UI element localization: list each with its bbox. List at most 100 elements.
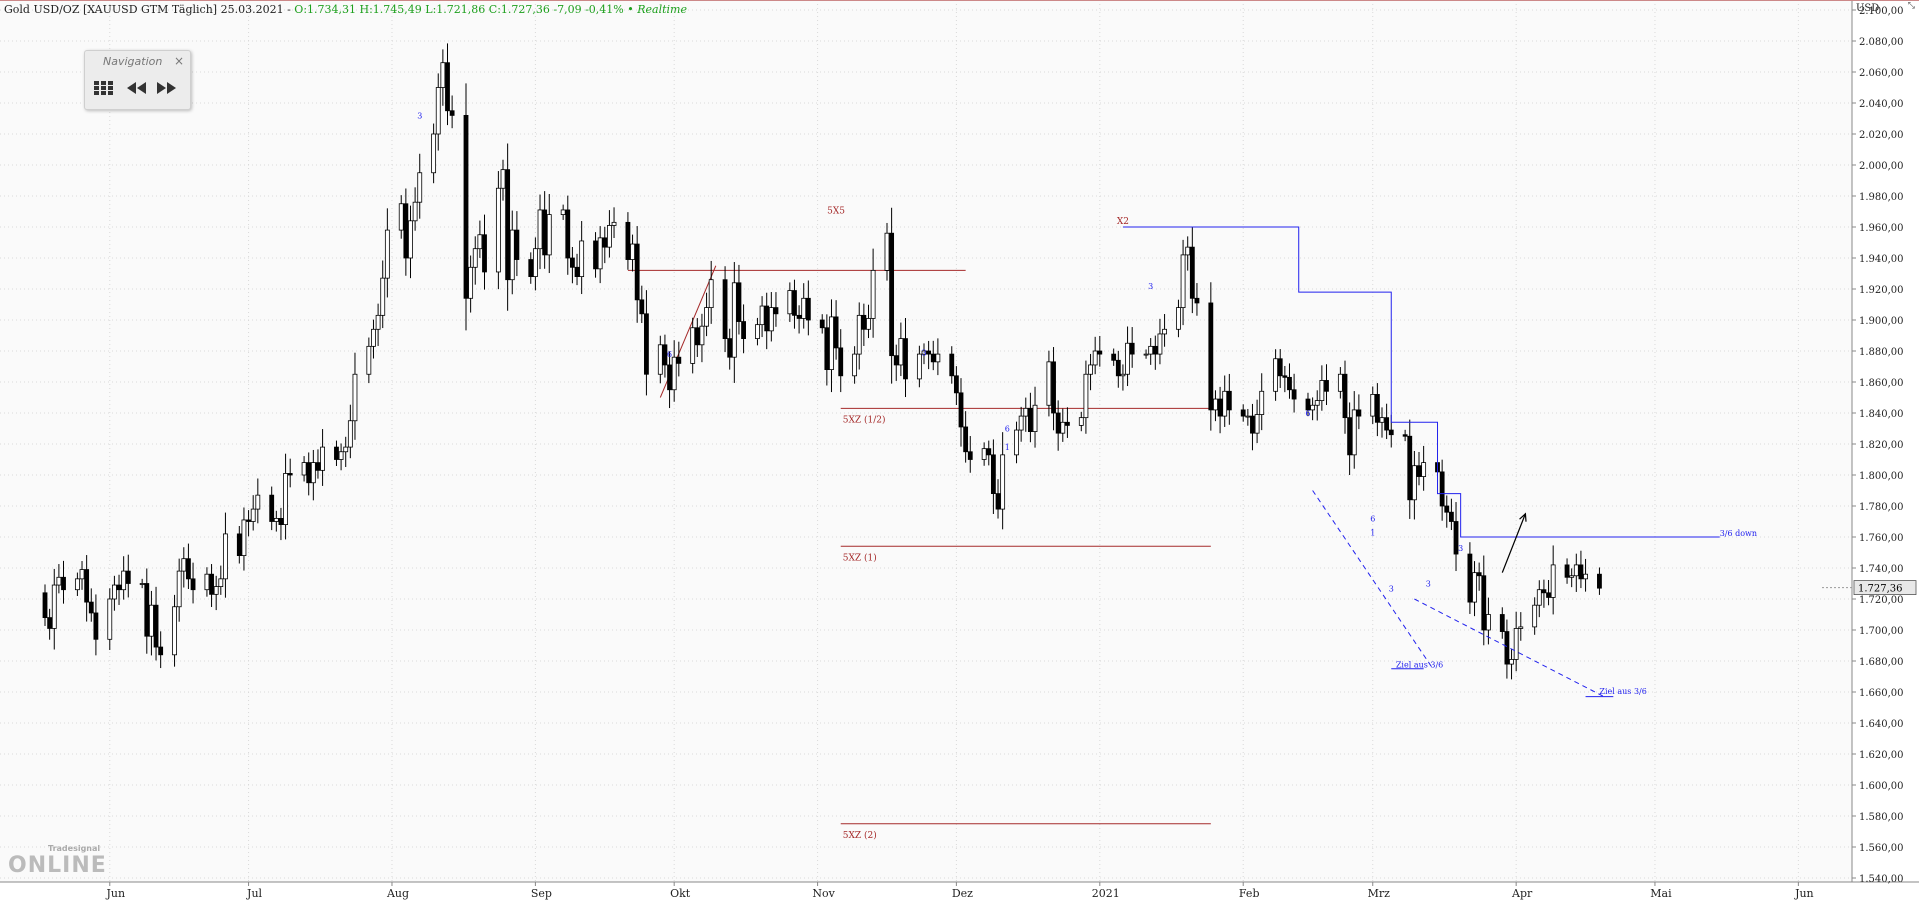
candle-body (1305, 398, 1311, 411)
candle-body (1092, 350, 1098, 366)
candle-body (1472, 572, 1477, 603)
candle-body (967, 451, 973, 460)
candle-body (1180, 254, 1186, 308)
candle-body (1250, 415, 1255, 434)
arrow-head (1519, 512, 1527, 522)
rewind-icon[interactable] (125, 79, 149, 99)
close-icon[interactable]: × (173, 54, 184, 68)
x-tick-label: Jun (105, 887, 125, 900)
y-tick-label: 1.660,00 (1859, 688, 1904, 699)
y-tick-label: 1.880,00 (1859, 347, 1904, 358)
candle-body (690, 327, 696, 364)
candle-body (708, 279, 714, 309)
candle-body (482, 234, 487, 273)
candle-body (1356, 409, 1362, 417)
candle-body (1023, 407, 1029, 417)
count-label: 3 (417, 112, 422, 121)
candle-body (986, 448, 992, 456)
count-label: 1 (1005, 443, 1010, 452)
candle-body (269, 494, 275, 522)
candle-body (930, 353, 936, 363)
candle-body (440, 62, 446, 88)
candle-body (186, 558, 191, 580)
candle-body (630, 243, 635, 260)
arrow-shaft (1501, 513, 1526, 573)
candle-body (699, 325, 705, 346)
count-label: 6 (1005, 425, 1010, 434)
candle-body (926, 350, 932, 355)
candle-body (431, 133, 437, 174)
candle-body (1569, 575, 1575, 578)
candle-body (1277, 358, 1283, 377)
candle-body (759, 305, 765, 326)
candle-body (671, 356, 677, 391)
candle-body (995, 493, 1001, 510)
candle-body (569, 257, 575, 268)
candle-body (1194, 297, 1200, 304)
candle-body (107, 598, 113, 640)
y-tick-label: 1.980,00 (1859, 192, 1904, 203)
y-tick-label: 1.600,00 (1859, 781, 1904, 792)
candle-body (1000, 454, 1006, 510)
y-tick-label: 1.740,00 (1859, 564, 1904, 575)
candle-body (47, 617, 53, 629)
count-label: 3 (1458, 544, 1463, 553)
candle-body (565, 209, 571, 259)
candle-body (1546, 592, 1551, 598)
candles (42, 43, 1602, 680)
candle-body (1051, 361, 1056, 414)
candle-body (181, 558, 187, 572)
x-tick-label: Nov (812, 887, 835, 900)
candle-body (1222, 390, 1228, 417)
y-tick-label: 1.700,00 (1859, 626, 1904, 637)
candle-body (241, 519, 247, 557)
candle-body (236, 533, 242, 557)
candle-body (634, 243, 640, 301)
candle-body (223, 533, 228, 580)
candle-body (694, 327, 700, 346)
candle-body (1213, 398, 1218, 411)
candle-body (935, 353, 941, 363)
candle-body (953, 375, 959, 394)
candle-body (172, 606, 177, 656)
candle-body (310, 462, 316, 484)
candle-body (306, 462, 312, 484)
candle-body (384, 229, 390, 279)
y-tick-label: 1.540,00 (1859, 874, 1904, 885)
x-tick-label: Jun (1794, 887, 1814, 900)
candle-body (500, 169, 506, 189)
stop-step-line (1122, 226, 1720, 538)
candle-body (449, 110, 455, 116)
candle-body (1287, 376, 1292, 391)
candle-body (528, 259, 534, 277)
plot-area (0, 0, 1852, 882)
candle-body (1240, 409, 1246, 417)
candle-body (741, 321, 746, 339)
resize-icon[interactable]: ⤡ (1907, 1, 1915, 11)
candle-body (412, 201, 418, 222)
candle-body (1536, 589, 1542, 606)
x-tick-label: Sep (531, 887, 552, 900)
candle-body (981, 448, 987, 460)
candle-body (61, 576, 66, 591)
count-label: 3 (1426, 580, 1431, 589)
candle-body (204, 573, 210, 591)
candle-body (347, 420, 353, 448)
candle-body (667, 364, 672, 391)
candle-body (579, 240, 585, 277)
candle-body (398, 203, 404, 231)
candle-body (1282, 375, 1288, 378)
candle-body (1078, 417, 1084, 426)
candle-body (366, 345, 372, 375)
target-label: Ziel aus 3/6 (1396, 661, 1443, 670)
candle-body (1065, 421, 1070, 426)
x-tick-label: 2021 (1092, 887, 1120, 900)
candle-body (990, 454, 996, 495)
fast-forward-icon[interactable] (155, 79, 179, 99)
y-tick-label: 1.820,00 (1859, 440, 1904, 451)
candle-body (273, 518, 279, 522)
candle-body (1014, 429, 1019, 456)
candle-body (1578, 564, 1584, 580)
grid-menu-icon[interactable] (93, 79, 115, 99)
